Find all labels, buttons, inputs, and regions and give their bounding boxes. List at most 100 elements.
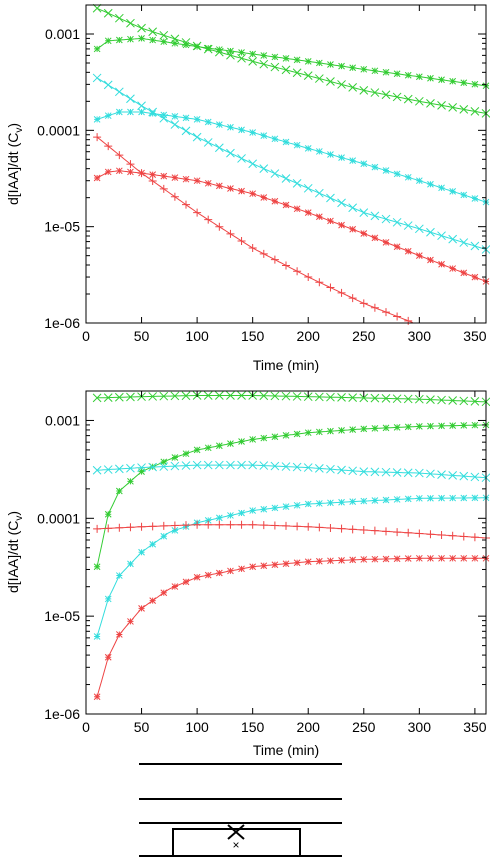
data-point xyxy=(93,174,101,182)
data-point xyxy=(260,132,268,140)
schematic-small-marker: × xyxy=(232,838,239,852)
data-point xyxy=(393,243,401,251)
data-point xyxy=(371,234,379,242)
data-point xyxy=(282,503,290,510)
x-tick-label: 250 xyxy=(352,328,376,344)
x-axis-title: Time (min) xyxy=(253,357,319,373)
data-point xyxy=(415,494,423,502)
data-point xyxy=(371,497,379,504)
data-point xyxy=(326,392,335,402)
plot-frame xyxy=(85,4,487,324)
data-point xyxy=(271,504,279,512)
data-point xyxy=(427,422,434,430)
data-point xyxy=(159,30,169,40)
data-point xyxy=(304,145,312,152)
data-point xyxy=(448,396,458,405)
data-point xyxy=(259,59,269,69)
data-point xyxy=(282,55,290,62)
data-point xyxy=(248,244,257,253)
data-point xyxy=(215,442,223,450)
data-point xyxy=(103,393,113,402)
data-point xyxy=(427,494,434,502)
data-point xyxy=(171,454,179,461)
series-layer xyxy=(92,391,490,701)
data-point xyxy=(382,555,390,563)
data-point xyxy=(404,555,412,562)
data-point xyxy=(138,468,145,475)
data-point xyxy=(260,562,268,570)
data-point xyxy=(371,425,379,432)
data-point xyxy=(460,191,468,199)
data-point xyxy=(414,394,424,404)
data-point xyxy=(470,533,479,542)
data-point xyxy=(204,44,212,52)
data-point xyxy=(249,507,257,514)
data-point xyxy=(337,198,346,208)
data-point xyxy=(103,465,113,474)
x-tick-label: 0 xyxy=(82,719,90,735)
data-point xyxy=(315,278,324,287)
data-point xyxy=(192,460,202,470)
data-point xyxy=(281,65,291,75)
data-point xyxy=(238,187,245,195)
data-point xyxy=(338,427,345,434)
data-point xyxy=(382,424,390,432)
data-point xyxy=(126,18,135,28)
series-line xyxy=(96,497,486,637)
data-point xyxy=(292,392,302,401)
y-tick-label: 1e-06 xyxy=(44,706,80,722)
series-red-star xyxy=(93,167,490,285)
data-point xyxy=(138,35,145,42)
data-point xyxy=(438,76,445,84)
data-point xyxy=(238,49,245,56)
series-green-x xyxy=(92,3,490,118)
data-point xyxy=(348,525,357,534)
data-point xyxy=(137,23,146,33)
data-point xyxy=(104,37,112,45)
data-point xyxy=(203,44,213,54)
y-tick-label: 0.0001 xyxy=(37,122,80,138)
data-point xyxy=(337,524,346,533)
data-point xyxy=(248,460,258,470)
data-point xyxy=(114,392,124,402)
data-point xyxy=(327,499,334,507)
data-point xyxy=(304,209,312,216)
data-point xyxy=(204,179,212,187)
data-point xyxy=(270,169,280,178)
data-point xyxy=(249,190,257,198)
data-point xyxy=(381,467,391,477)
data-point xyxy=(281,174,291,183)
data-point xyxy=(215,520,224,529)
data-point xyxy=(327,217,334,225)
data-point xyxy=(92,3,102,13)
data-point xyxy=(360,160,368,168)
data-point xyxy=(449,188,457,195)
data-point xyxy=(182,578,190,586)
data-point xyxy=(260,194,268,201)
data-point xyxy=(138,548,145,556)
data-point xyxy=(226,148,235,158)
y-axis-title: d[IAA]/dt (Cv) xyxy=(5,123,25,205)
data-point xyxy=(315,500,323,507)
data-point xyxy=(193,116,201,123)
series-cyan-star xyxy=(93,108,490,206)
data-point xyxy=(270,461,280,471)
data-point xyxy=(403,468,413,478)
data-point xyxy=(160,532,168,540)
data-point xyxy=(227,47,234,55)
data-point xyxy=(171,527,179,534)
data-point xyxy=(159,521,168,530)
series-line xyxy=(96,557,486,697)
data-point xyxy=(382,167,390,174)
data-point xyxy=(237,236,246,245)
data-point xyxy=(314,74,324,83)
data-point xyxy=(393,312,402,321)
data-point xyxy=(437,395,446,405)
data-point xyxy=(315,213,323,221)
data-point xyxy=(359,467,369,476)
data-point xyxy=(171,583,179,590)
data-point xyxy=(271,135,279,143)
x-tick-label: 100 xyxy=(185,328,209,344)
data-point xyxy=(327,557,334,565)
data-point xyxy=(281,462,291,471)
